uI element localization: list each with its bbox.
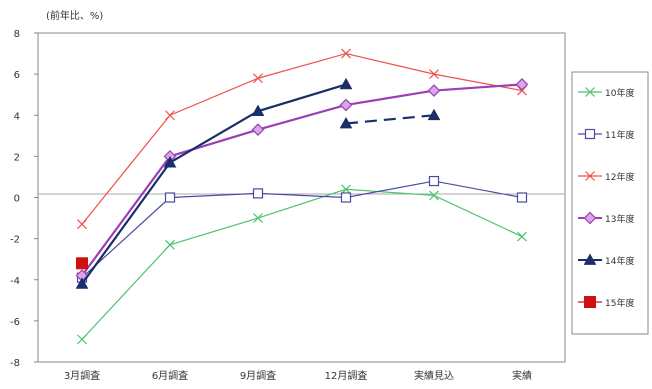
data-point <box>339 116 353 129</box>
series-5 <box>339 108 441 129</box>
data-point <box>252 188 264 199</box>
series-6 <box>76 257 88 270</box>
data-point-stroke <box>77 219 87 230</box>
data-point <box>251 123 265 136</box>
legend-item: 10年度 <box>578 87 634 99</box>
data-point-stroke <box>341 184 351 195</box>
data-point <box>341 184 351 195</box>
y-tick-label: -2 <box>10 235 20 246</box>
y-axis: -8 -6 -4 -2 0 2 4 6 8 <box>10 29 38 369</box>
legend-marker <box>584 296 596 308</box>
legend-item: 11年度 <box>578 128 634 141</box>
data-point <box>427 108 441 121</box>
x-tick-label: 6月調査 <box>152 369 188 382</box>
data-point <box>77 219 87 230</box>
data-point <box>165 110 175 121</box>
legend-marker <box>585 87 595 97</box>
unit-label: (前年比、%) <box>46 9 103 22</box>
data-point <box>515 78 529 91</box>
series-1 <box>76 175 528 283</box>
legend: 10年度 11年度 12年度 13年度 14年度 15年度 <box>571 71 649 335</box>
data-point <box>77 334 87 345</box>
data-point <box>517 231 527 242</box>
legend-item: 12年度 <box>578 171 634 183</box>
data-point <box>339 98 353 112</box>
data-point <box>340 192 352 203</box>
data-point <box>253 213 263 223</box>
y-tick-label: 8 <box>14 29 20 40</box>
data-point <box>429 69 439 80</box>
series-line <box>81 83 347 285</box>
data-point <box>251 104 265 117</box>
data-point <box>429 190 439 201</box>
series-line <box>81 52 523 225</box>
legend-marker <box>585 171 595 181</box>
series-line <box>81 83 523 277</box>
legend-label: 14年度 <box>605 255 634 267</box>
series-line <box>345 114 435 125</box>
series-line <box>81 188 523 340</box>
legend-marker <box>583 211 597 225</box>
legend-marker-stroke <box>585 87 595 97</box>
data-point-stroke <box>341 48 351 59</box>
y-tick-label: 0 <box>14 194 20 205</box>
legend-item: 14年度 <box>578 253 634 267</box>
x-axis: 3月調査 6月調査 9月調査 12月調査 実績見込 実績 <box>64 369 532 382</box>
legend-label: 12年度 <box>605 171 634 183</box>
data-point-stroke <box>429 190 439 201</box>
data-point-stroke <box>253 73 263 84</box>
data-point-stroke <box>165 239 175 250</box>
data-point-stroke <box>77 334 87 345</box>
legend-marker-stroke <box>585 171 595 181</box>
y-tick-label: -4 <box>10 276 20 287</box>
data-point <box>76 257 88 270</box>
x-tick-label: 3月調査 <box>64 369 100 382</box>
series-layer <box>75 48 529 345</box>
y-tick-label: 4 <box>14 111 20 122</box>
y-tick-label: -8 <box>10 358 20 369</box>
series-line <box>81 180 523 279</box>
x-tick-label: 12月調査 <box>325 369 368 382</box>
legend-item: 13年度 <box>578 211 634 225</box>
series-3 <box>75 78 529 282</box>
data-point <box>75 277 89 289</box>
x-tick-label: 実績見込 <box>414 369 454 382</box>
series-4 <box>75 77 353 289</box>
legend-label: 13年度 <box>605 213 634 225</box>
data-point <box>339 77 353 90</box>
data-point <box>428 175 440 187</box>
data-point-stroke <box>165 110 175 121</box>
data-point <box>341 48 351 59</box>
legend-marker <box>583 253 597 265</box>
legend-label: 15年度 <box>605 297 634 309</box>
data-point <box>253 73 263 84</box>
data-point-stroke <box>517 231 527 242</box>
y-tick-label: 6 <box>14 70 20 81</box>
data-point-stroke <box>253 213 263 223</box>
data-point-stroke <box>429 69 439 80</box>
data-point <box>165 239 175 250</box>
legend-label: 11年度 <box>605 129 634 141</box>
data-point <box>427 84 441 97</box>
legend-marker <box>584 128 596 140</box>
x-tick-label: 実績 <box>512 369 532 382</box>
y-tick-label: 2 <box>14 152 20 163</box>
x-tick-label: 9月調査 <box>240 369 276 382</box>
legend-box <box>571 71 649 335</box>
data-point <box>163 156 177 168</box>
series-0 <box>77 184 527 345</box>
data-point <box>164 192 176 203</box>
data-point <box>516 192 528 203</box>
y-tick-label: -6 <box>10 317 20 328</box>
legend-label: 10年度 <box>605 87 634 99</box>
legend-item: 15年度 <box>578 296 634 309</box>
